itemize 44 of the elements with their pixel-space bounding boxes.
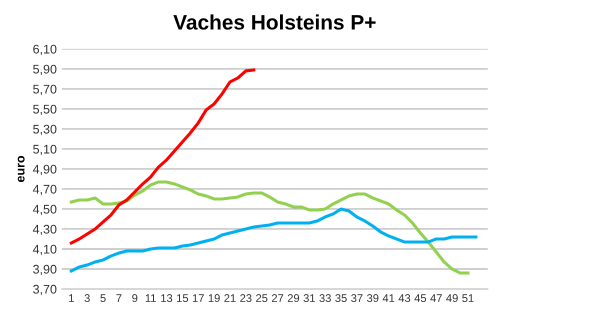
x-tick-label: 31 <box>304 294 315 302</box>
x-tick-label: 29 <box>288 294 300 302</box>
line-series <box>70 180 470 275</box>
y-tick-label: 5,70 <box>33 84 56 96</box>
x-tick-label: 11 <box>146 294 156 302</box>
x-tick-label: 5 <box>100 294 106 302</box>
x-tick-label: 45 <box>414 294 426 302</box>
y-tick-label: 4,30 <box>32 224 56 236</box>
y-tick-label: 4,70 <box>32 184 56 196</box>
x-tick-label: 23 <box>240 294 252 302</box>
y-tick-label: 3,90 <box>33 264 56 276</box>
y-tick-label: 5,50 <box>33 104 56 116</box>
y-tick-label: 4,10 <box>32 244 56 256</box>
y-tick-label: 6,10 <box>33 44 56 56</box>
line-series <box>70 207 478 273</box>
x-tick-label: 21 <box>224 294 236 302</box>
x-tick-label: 7 <box>116 294 122 302</box>
x-tick-label: 41 <box>382 294 394 302</box>
x-tick-label: 49 <box>446 294 458 302</box>
y-tick-label: 5,10 <box>33 144 56 156</box>
x-tick-label: 37 <box>351 294 363 302</box>
x-tick-label: 3 <box>84 294 90 302</box>
x-tick-label: 35 <box>335 294 347 302</box>
y-tick-label: 4,90 <box>32 164 56 176</box>
x-tick-label: 39 <box>367 294 378 302</box>
x-tick-label: 9 <box>132 294 138 302</box>
x-tick-label: 17 <box>192 294 204 302</box>
y-axis-title: euro <box>18 156 25 182</box>
line-series <box>70 68 256 245</box>
chart-title: Vaches Holsteins P+ <box>173 14 376 30</box>
x-tick-label: 47 <box>430 294 442 302</box>
y-tick-label: 3,70 <box>33 284 56 296</box>
x-tick-label: 33 <box>319 294 331 302</box>
x-tick-label: 15 <box>177 294 188 302</box>
x-tick-label: 27 <box>272 294 284 302</box>
x-tick-label: 19 <box>208 294 220 302</box>
y-tick-label: 5,90 <box>33 64 56 76</box>
x-tick-label: 1 <box>69 294 74 302</box>
y-tick-label: 4,50 <box>32 204 56 216</box>
x-tick-label: 43 <box>398 294 410 302</box>
x-tick-label: 13 <box>161 294 172 302</box>
y-tick-label: 5,30 <box>33 124 56 136</box>
x-tick-label: 25 <box>256 294 268 302</box>
x-tick-label: 51 <box>462 294 474 302</box>
